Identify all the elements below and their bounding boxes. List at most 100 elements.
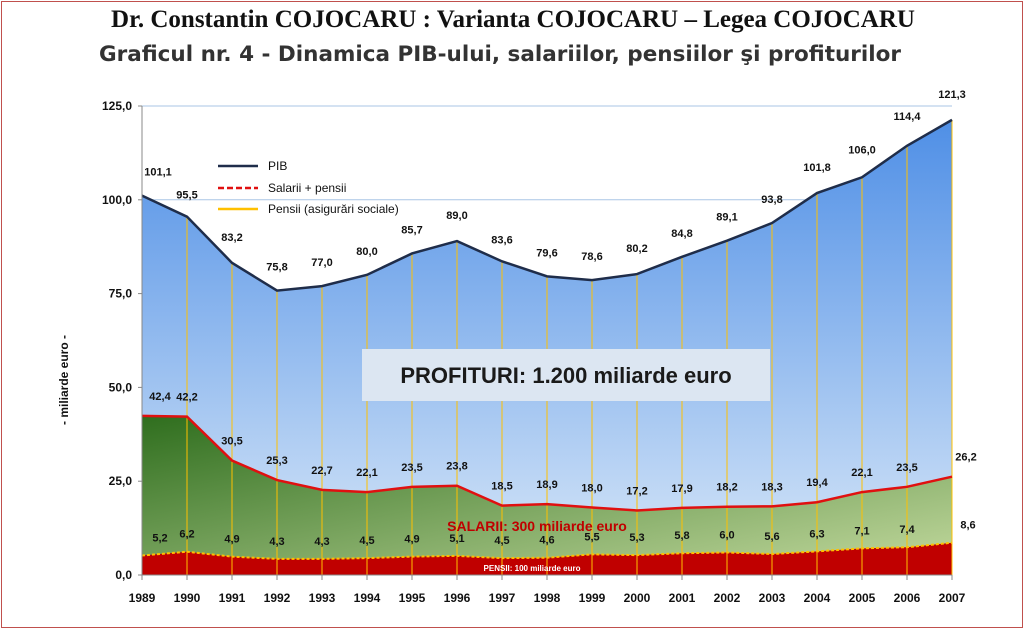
pension-line — [141, 541, 953, 560]
x-tick-label: 1993 — [309, 591, 336, 605]
salary-data-label: 23,8 — [446, 461, 467, 473]
pension-data-label: 4,9 — [224, 534, 239, 546]
pib-data-label: 77,0 — [311, 257, 332, 269]
pension-data-label: 5,3 — [629, 532, 644, 544]
salary-data-label: 18,2 — [716, 482, 737, 494]
legend: PIB Salarii + pensii Pensii (asigurări soc… — [218, 159, 399, 216]
pib-data-label: 121,3 — [938, 89, 966, 101]
x-axis: 1989 1990 1991 1992 1993 1994 1995 1996 1997 1998… — [129, 574, 966, 605]
salary-data-label: 42,4 — [149, 391, 171, 403]
x-tick-label: 1992 — [264, 591, 291, 605]
x-tick-label: 1995 — [399, 591, 426, 605]
salary-data-label: 18,0 — [581, 482, 602, 494]
salary-area — [142, 415, 952, 575]
x-tick-label: 1999 — [579, 591, 606, 605]
pib-line — [141, 118, 953, 292]
pib-data-label: 85,7 — [401, 224, 422, 236]
pib-data-label: 114,4 — [894, 111, 922, 123]
x-tick-label: 2002 — [714, 591, 741, 605]
pension-annotation: PENSII: 100 miliarde euro — [484, 564, 581, 573]
pension-data-label: 4,5 — [359, 535, 374, 547]
x-tick-label: 2000 — [624, 591, 651, 605]
pension-data-label: 4,5 — [494, 535, 509, 547]
pib-data-label: 95,5 — [176, 190, 197, 202]
chart-title: Graficul nr. 4 - Dinamica PIB-ului, sala… — [98, 42, 902, 67]
salary-data-label: 19,4 — [806, 477, 828, 489]
salary-data-label: 17,2 — [626, 485, 647, 497]
y-tick-label: 0,0 — [115, 568, 132, 582]
pib-data-label: 89,0 — [446, 210, 467, 222]
y-tick-label: 25,0 — [109, 474, 133, 488]
pib-data-label: 89,1 — [716, 212, 737, 224]
data-labels: 101,1 95,5 83,2 75,8 77,0 80,0 85,7 89,0 83,6 79,… — [144, 89, 976, 548]
pension-data-label: 4,9 — [404, 534, 419, 546]
salary-data-label: 42,2 — [176, 392, 197, 404]
pension-data-label: 6,2 — [179, 529, 194, 541]
x-tick-label: 2006 — [894, 591, 921, 605]
pension-data-label: 6,0 — [719, 529, 734, 541]
y-tick-label: 75,0 — [109, 287, 133, 301]
salary-annotation: SALARII: 300 miliarde euro — [447, 518, 627, 534]
legend-label: PIB — [268, 159, 287, 173]
pension-data-label: 4,3 — [269, 536, 284, 548]
pension-data-label: 5,5 — [584, 531, 599, 543]
pib-data-label: 83,6 — [491, 234, 512, 246]
salary-data-label: 18,5 — [491, 481, 512, 493]
profit-annotation: PROFITURI: 1.200 miliarde euro — [400, 363, 731, 388]
pib-data-label: 79,6 — [536, 247, 557, 259]
salary-data-label: 22,7 — [311, 465, 332, 477]
pension-data-label: 5,1 — [449, 533, 464, 545]
x-tick-label: 2005 — [849, 591, 876, 605]
y-tick-label: 100,0 — [102, 193, 132, 207]
pib-data-label: 93,8 — [761, 194, 782, 206]
pension-data-label: 4,3 — [314, 536, 329, 548]
x-tick-label: 1994 — [354, 591, 381, 605]
y-axis-label: - miliarde euro - — [57, 335, 71, 425]
salary-data-label: 18,3 — [761, 481, 782, 493]
pension-data-label: 7,4 — [899, 524, 915, 536]
salary-line — [141, 414, 953, 512]
x-tick-label: 2003 — [759, 591, 786, 605]
x-tick-label: 2001 — [669, 591, 696, 605]
pib-data-label: 101,1 — [144, 167, 172, 179]
salary-data-label: 30,5 — [221, 436, 242, 448]
pension-data-label: 6,3 — [809, 528, 824, 540]
salary-data-label: 18,9 — [536, 479, 557, 491]
x-tick-label: 1997 — [489, 591, 516, 605]
pib-data-label: 80,2 — [626, 243, 647, 255]
pib-data-label: 78,6 — [581, 251, 602, 263]
x-tick-label: 1998 — [534, 591, 561, 605]
salary-data-label: 23,5 — [401, 462, 422, 474]
pib-data-label: 75,8 — [266, 262, 287, 274]
pib-data-label: 84,8 — [671, 228, 692, 240]
y-tick-label: 125,0 — [102, 99, 132, 113]
series-lines — [141, 118, 953, 560]
pension-data-label: 7,1 — [854, 525, 869, 537]
pension-data-label: 8,6 — [960, 520, 975, 532]
pension-data-label: 4,6 — [539, 535, 554, 547]
x-tick-label: 1996 — [444, 591, 471, 605]
pib-data-label: 80,0 — [356, 246, 377, 258]
salary-data-label: 17,9 — [671, 483, 692, 495]
profit-annotation-box — [362, 349, 770, 401]
x-tick-label: 2004 — [804, 591, 831, 605]
page-header-title: Dr. Constantin COJOCARU : Varianta COJOC… — [111, 6, 915, 33]
pension-data-label: 5,6 — [764, 531, 779, 543]
legend-label: Pensii (asigurări sociale) — [268, 202, 399, 216]
salary-data-label: 22,1 — [356, 467, 377, 479]
legend-label: Salarii + pensii — [268, 181, 346, 195]
vertical-year-lines — [141, 119, 953, 575]
x-tick-label: 1990 — [174, 591, 201, 605]
salary-data-label: 26,2 — [955, 452, 976, 464]
pib-data-label: 83,2 — [221, 232, 242, 244]
pension-data-label: 5,2 — [152, 532, 167, 544]
y-axis: 0,0 25,0 50,0 75,0 100,0 125,0 — [102, 99, 143, 582]
salary-data-label: 25,3 — [266, 455, 287, 467]
salary-data-label: 22,1 — [851, 467, 872, 479]
pension-data-label: 5,8 — [674, 530, 689, 542]
y-tick-label: 50,0 — [109, 380, 133, 394]
x-tick-label: 1991 — [219, 591, 246, 605]
x-tick-label: 2007 — [939, 591, 966, 605]
